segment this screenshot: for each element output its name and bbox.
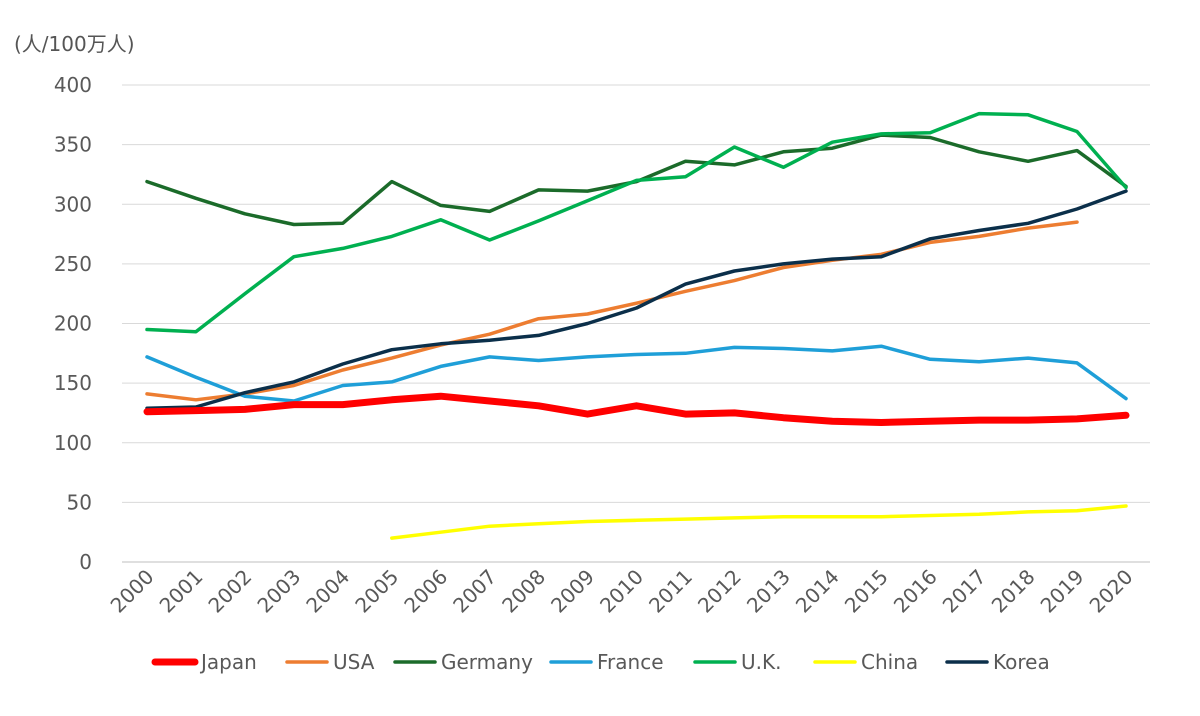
x-tick-label: 2006 [399,565,452,618]
y-tick-label: 200 [54,312,92,336]
series-line-korea [145,189,1128,410]
legend-label-germany: Germany [441,650,533,674]
y-tick-label: 400 [54,73,92,97]
series-line-japan [143,392,1130,426]
legend-label-usa: USA [333,650,375,674]
x-tick-label: 2016 [889,565,942,618]
y-tick-label: 250 [54,252,92,276]
x-tick-label: 2001 [155,565,208,618]
x-tick-label: 2003 [252,565,305,618]
x-tick-label: 2008 [497,565,550,618]
x-tick-label: 2018 [987,565,1040,618]
y-tick-label: 100 [54,431,92,455]
x-tick-label: 2000 [106,565,159,618]
legend-label-u-k: U.K. [741,650,781,674]
x-tick-label: 2012 [693,565,746,618]
x-tick-label: 2010 [595,565,648,618]
x-tick-label: 2019 [1036,565,1089,618]
x-tick-label: 2014 [791,565,844,618]
x-tick-label: 2015 [840,565,893,618]
legend-label-korea: Korea [993,650,1050,674]
y-axis-unit-label: (人/100万人) [14,32,135,56]
x-tick-label: 2011 [644,565,697,618]
y-tick-label: 300 [54,192,92,216]
x-tick-label: 2020 [1085,565,1138,618]
x-tick-label: 2007 [448,565,501,618]
y-tick-label: 50 [67,490,92,514]
x-tick-label: 2017 [938,565,991,618]
y-tick-label: 0 [79,550,92,574]
legend-label-france: France [597,650,664,674]
x-tick-label: 2005 [350,565,403,618]
x-tick-label: 2009 [546,565,599,618]
series-line-usa [145,220,1079,402]
y-tick-label: 150 [54,371,92,395]
series-line-china [390,504,1128,540]
legend-label-china: China [861,650,918,674]
legend-label-japan: Japan [199,650,257,674]
x-tick-label: 2013 [742,565,795,618]
y-tick-label: 350 [54,133,92,157]
series-line-france [145,344,1128,403]
series-line-u-k [145,111,1128,334]
x-tick-label: 2004 [301,565,354,618]
x-tick-label: 2002 [203,565,256,618]
